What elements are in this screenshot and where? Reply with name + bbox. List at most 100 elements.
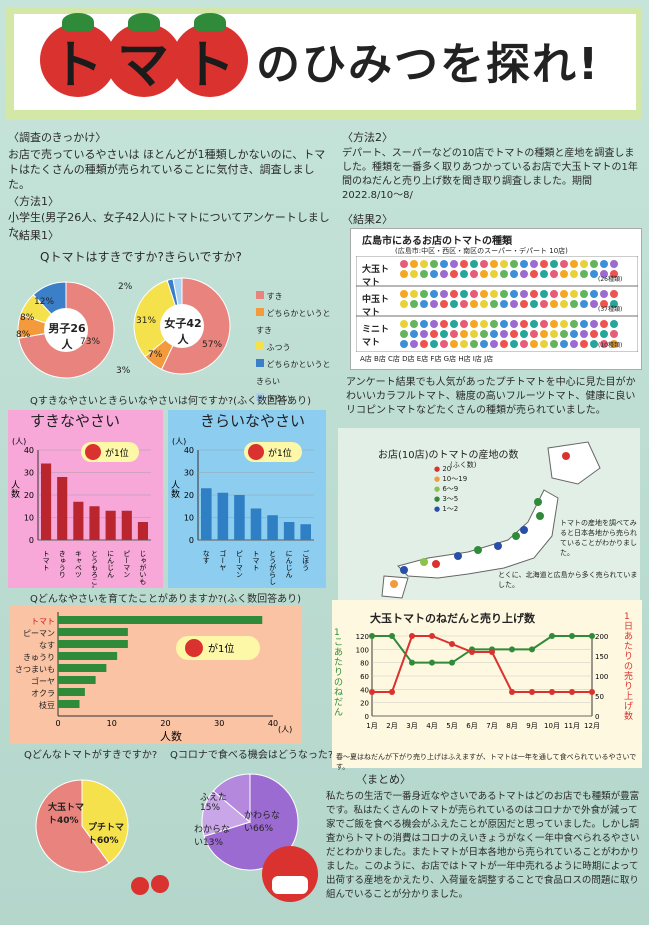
q4-q5-pies: [35, 773, 318, 902]
q1-legend: すき どちらかというとすき ふつう どちらかというときらい きらい: [256, 288, 336, 407]
store-row: [356, 315, 638, 352]
data-point: [449, 641, 455, 647]
store-dot: [460, 330, 468, 338]
store-dot: [550, 330, 558, 338]
store-dot: [590, 260, 598, 268]
x-tick-label: 0: [55, 719, 60, 728]
puchi-label: プチトマト60%: [88, 823, 125, 846]
category-label: ゴーヤ: [219, 549, 227, 571]
bar: [137, 522, 148, 540]
store-dot: [510, 330, 518, 338]
store-dot: [480, 260, 488, 268]
store-count-1: (26種類): [598, 276, 623, 283]
store-dot: [540, 330, 548, 338]
poster-title: ト マ ト のひみつを探れ!: [40, 13, 630, 100]
store-dot: [420, 330, 428, 338]
y-axis-label: 人数: [169, 480, 180, 499]
legend-item: どちらかというときらい: [256, 359, 331, 386]
store-dot: [520, 300, 528, 308]
store-dot: [410, 340, 418, 348]
legend-item: どちらかというとすき: [256, 308, 331, 335]
x-tick-label: 8月: [506, 722, 517, 730]
store-dot: [550, 290, 558, 298]
data-point: [549, 633, 555, 639]
store-dot: [460, 340, 468, 348]
store-dot: [580, 340, 588, 348]
data-point: [529, 646, 535, 653]
suki-panel: [8, 410, 163, 588]
store-row-mini: ミニトマト: [362, 325, 390, 348]
store-dot: [600, 330, 608, 338]
store-dot: [490, 320, 498, 328]
left-tick-label: 80: [360, 660, 369, 668]
store-dot: [560, 300, 568, 308]
store-dot: [450, 260, 458, 268]
girls-label: 女子42人: [164, 317, 202, 346]
x-tick-label: 5月: [446, 722, 457, 730]
tomato-icon: [185, 639, 203, 657]
matome-heading: 〈まとめ〉: [356, 773, 411, 786]
store-dot: [560, 270, 568, 278]
store-dot: [480, 330, 488, 338]
store-dot: [410, 290, 418, 298]
store-dot: [520, 320, 528, 328]
x-tick-label: 40: [268, 719, 278, 728]
y-tick-label: 0: [29, 536, 34, 545]
category-label: オクラ: [31, 689, 55, 698]
q3-text: Qどんなやさいを育てたことがありますか?(ふく数回答あり): [30, 594, 301, 605]
map-legend: ● 20 ● 10〜19 ● 6〜9 ● 3〜5 ● 1〜2: [434, 464, 467, 514]
title-rest: のひみつを探れ!: [256, 39, 601, 90]
prefecture-dot: [520, 526, 528, 534]
category-label: きゅうり: [58, 550, 66, 578]
map-note2: とくに、北海道と広島から多く売られていました。: [498, 571, 638, 589]
left-tick-label: 40: [360, 686, 369, 694]
bar: [89, 506, 100, 540]
store-dot: [410, 260, 418, 268]
store-dot: [610, 260, 618, 268]
unit-label: (人): [278, 725, 292, 734]
line-title: 大玉トマトのねだんと売り上げ数: [370, 612, 535, 625]
store-dot: [400, 260, 408, 268]
girls-pct-sdislike: 2%: [118, 282, 133, 292]
store-dot: [470, 320, 478, 328]
boys-label: 男子26人: [48, 322, 86, 351]
data-point: [429, 659, 435, 666]
unit-label: (人): [12, 437, 26, 446]
store-row-ootama: 大玉トマト: [362, 265, 390, 288]
bar: [58, 640, 128, 648]
bar: [58, 700, 80, 708]
bar: [58, 688, 85, 696]
store-dot: [530, 290, 538, 298]
right-tick-label: 0: [595, 713, 599, 721]
x-tick-label: 2月: [386, 722, 397, 730]
y-tick-label: 10: [24, 514, 34, 523]
store-dot: [420, 340, 428, 348]
store-dot: [520, 290, 528, 298]
store-dot: [430, 320, 438, 328]
kikkake-body: お店で売っているやさいは ほとんどが1種類しかないのに、トマトはたくさんの種類が…: [8, 148, 326, 191]
store-dot: [590, 320, 598, 328]
y-tick-label: 30: [184, 469, 194, 478]
store-dot: [530, 340, 538, 348]
pie-slice: [133, 279, 183, 358]
store-dot: [430, 330, 438, 338]
data-point: [529, 689, 535, 695]
hokkaido-shape: [547, 441, 601, 485]
store-dot: [540, 270, 548, 278]
kekka1-heading: 〈結果1〉: [8, 229, 59, 242]
prefecture-dot: [494, 542, 502, 550]
kikkake-heading: 〈調査のきっかけ〉: [8, 131, 107, 144]
y-tick-label: 40: [24, 446, 34, 455]
x-tick-label: 7月: [486, 722, 497, 730]
category-label: とうもろこし: [91, 550, 99, 588]
store-dot: [480, 340, 488, 348]
store-dot: [590, 330, 598, 338]
y-tick-label: 0: [189, 536, 194, 545]
category-label: きゅうり: [23, 653, 55, 662]
rank-label: が1位: [208, 642, 234, 655]
x-tick-label: 12月: [584, 722, 600, 730]
x-tick-label: 10月: [544, 722, 560, 730]
category-label: キャベツ: [74, 550, 82, 578]
corona-same-label: かわらない66%: [244, 811, 281, 834]
store-dot: [590, 300, 598, 308]
